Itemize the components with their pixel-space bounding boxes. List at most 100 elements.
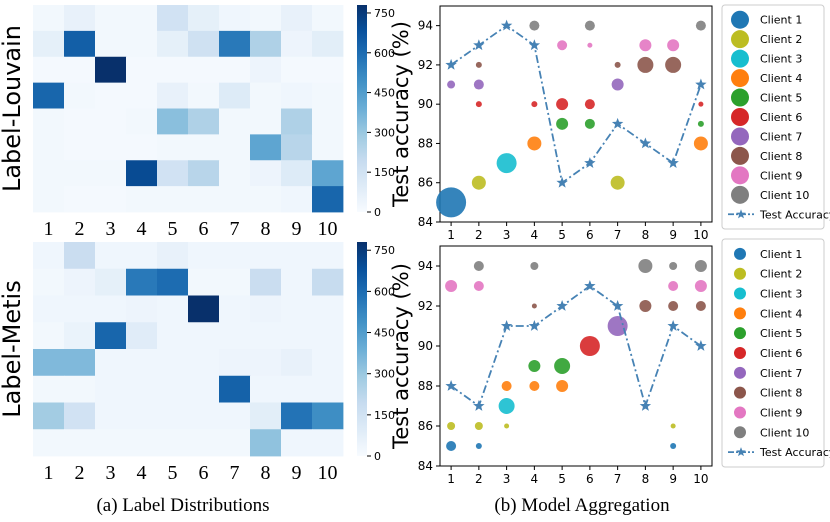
heat-bottom-y-label: Label-Metis bbox=[0, 280, 26, 417]
heat-bottom-x-tick-label: 1 bbox=[44, 462, 54, 484]
heat-bottom-cell bbox=[64, 349, 96, 377]
chart-bottom-accuracy-star bbox=[584, 280, 596, 291]
chart-bottom-legend-marker bbox=[734, 267, 746, 280]
heat-top-cell bbox=[95, 186, 127, 213]
chart-bottom-x-tick-label: 8 bbox=[642, 472, 650, 486]
heat-top-cell bbox=[33, 5, 65, 32]
chart-top-x-tick-label: 6 bbox=[586, 228, 594, 242]
heat-top-cell bbox=[126, 56, 158, 84]
heat-bottom-cell bbox=[281, 322, 313, 350]
chart-bottom-legend bbox=[721, 238, 825, 468]
heat-bottom-cell bbox=[95, 375, 127, 403]
heat-top-cell bbox=[126, 160, 158, 187]
chart-top-legend-label: Client 3 bbox=[760, 53, 802, 66]
chart-bottom-legend-marker bbox=[734, 426, 746, 439]
chart-top-legend-marker bbox=[731, 108, 749, 126]
chart-bottom-legend-marker bbox=[734, 307, 746, 320]
heat-top-cell bbox=[64, 5, 96, 32]
chart-bottom-legend-marker bbox=[734, 327, 746, 340]
heat-bottom-cell bbox=[219, 375, 251, 403]
heat-top-cell bbox=[250, 56, 282, 84]
heat-bottom-cell bbox=[95, 295, 127, 323]
heat-top-cell bbox=[126, 30, 158, 58]
heat-top-cell bbox=[312, 30, 344, 58]
chart-top-legend-label: Client 10 bbox=[760, 189, 809, 202]
chart-top-point-client-5 bbox=[584, 118, 595, 129]
chart-bottom-x-tick-label: 1 bbox=[447, 472, 455, 486]
heat-top-cell bbox=[64, 134, 96, 161]
heat-bottom-x-tick-label: 5 bbox=[168, 462, 178, 484]
chart-bottom-y-label: Test accuracy (%) bbox=[389, 263, 413, 450]
heat-top-x-tick-label: 10 bbox=[318, 218, 338, 240]
heat-bottom-x-tick-label: 6 bbox=[199, 462, 209, 484]
heat-top-cell bbox=[188, 56, 220, 84]
chart-top-legend-label: Client 2 bbox=[760, 33, 802, 46]
chart-top-accuracy-star bbox=[611, 117, 624, 129]
heat-bottom-colorbar bbox=[357, 242, 367, 456]
chart-bottom-frame bbox=[439, 245, 713, 467]
chart-bottom-x-tick-label: 3 bbox=[503, 472, 511, 486]
chart-bottom-legend-marker bbox=[734, 406, 746, 419]
chart-top-point-client-9 bbox=[667, 39, 680, 52]
chart-top-point-client-6 bbox=[556, 98, 569, 111]
heat-bottom-cell bbox=[126, 322, 158, 350]
chart-bottom-legend-label: Client 5 bbox=[760, 327, 802, 340]
heat-bottom-cell bbox=[95, 429, 127, 457]
chart-top-accuracy-star bbox=[473, 39, 485, 51]
heat-bottom-cell bbox=[64, 322, 96, 350]
heat-top-cell bbox=[250, 186, 282, 213]
heat-bottom-colorbar-tick-label: 0 bbox=[374, 450, 381, 463]
chart-bottom-accuracy-line bbox=[450, 284, 702, 410]
heat-bottom-cell bbox=[188, 402, 220, 430]
heat-bottom-cell bbox=[312, 375, 344, 403]
heat-top-cell bbox=[33, 186, 65, 213]
chart-bottom-legend-marker bbox=[734, 366, 746, 379]
chart-bottom-legend-star bbox=[736, 447, 746, 457]
heat-bottom-cell bbox=[33, 295, 65, 323]
chart-bottom-point-client-5 bbox=[528, 360, 541, 372]
heat-top-colorbar-tick-label: 450 bbox=[374, 87, 395, 100]
chart-top-y-tick-label: 90 bbox=[418, 97, 433, 111]
heat-top-cell bbox=[312, 186, 344, 213]
chart-bottom-legend-label: Test Accuracy bbox=[759, 446, 830, 459]
heat-bottom-cell bbox=[33, 242, 65, 270]
chart-top-legend-label: Client 4 bbox=[760, 72, 802, 85]
chart-top-legend-marker bbox=[731, 127, 749, 146]
heat-top-x-tick-label: 5 bbox=[168, 218, 178, 240]
chart-bottom-point-client-1 bbox=[446, 441, 457, 451]
chart-top-legend-marker bbox=[731, 166, 749, 185]
heat-bottom-cell bbox=[64, 242, 96, 270]
heat-bottom-cell bbox=[126, 349, 158, 377]
heat-bottom-cell bbox=[312, 295, 344, 323]
heat-top-cell bbox=[95, 134, 127, 161]
heat-top-cell bbox=[188, 82, 220, 109]
heat-bottom-x-tick-label: 8 bbox=[261, 462, 271, 484]
heat-top-cell bbox=[250, 82, 282, 109]
heat-top-cell bbox=[281, 30, 313, 58]
chart-bottom-legend-label: Client 8 bbox=[760, 387, 802, 400]
heat-bottom-colorbar-tick-label: 300 bbox=[374, 368, 395, 381]
chart-top-point-client-8 bbox=[665, 56, 682, 73]
heat-top-y-label: Label-Louvain bbox=[0, 25, 26, 192]
heat-bottom-cell bbox=[312, 429, 344, 457]
chart-top-accuracy-star bbox=[639, 137, 652, 149]
chart-top-x-tick-label: 7 bbox=[614, 228, 622, 242]
chart-top-accuracy-star bbox=[695, 78, 707, 90]
heat-top-cell bbox=[281, 82, 313, 109]
heat-bottom-cell bbox=[250, 375, 282, 403]
chart-bottom-legend-marker bbox=[734, 347, 746, 359]
heat-bottom-colorbar-tick-label: 450 bbox=[374, 327, 395, 340]
chart-top-y-tick-label: 94 bbox=[418, 19, 433, 33]
heat-top-cell bbox=[33, 82, 65, 109]
heat-bottom-cell bbox=[250, 268, 282, 296]
chart-top-point-client-6 bbox=[584, 99, 595, 110]
heat-bottom-cell bbox=[281, 402, 313, 430]
heatmap-bottom: 1 2 3 4 5 6 7 8 9 10 Label-Metis 0 150 300 450 600 750 bbox=[0, 242, 395, 484]
chart-bottom-point-client-4 bbox=[556, 380, 569, 392]
chart-bottom-accuracy-star bbox=[695, 340, 707, 351]
chart-bottom-accuracy-star bbox=[556, 300, 568, 311]
chart-top-point-client-7 bbox=[611, 78, 624, 91]
heat-bottom-cell bbox=[281, 375, 313, 403]
heat-top-cell bbox=[250, 160, 282, 187]
